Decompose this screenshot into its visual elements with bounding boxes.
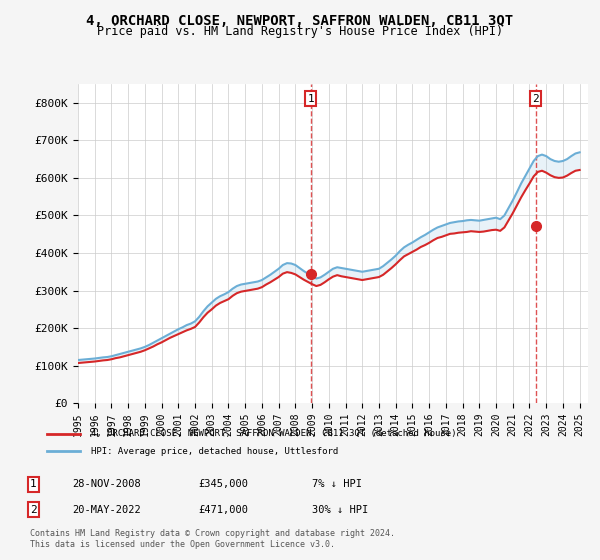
Text: 30% ↓ HPI: 30% ↓ HPI: [312, 505, 368, 515]
Text: Price paid vs. HM Land Registry's House Price Index (HPI): Price paid vs. HM Land Registry's House …: [97, 25, 503, 38]
Text: 28-NOV-2008: 28-NOV-2008: [72, 479, 141, 489]
Text: 1: 1: [307, 94, 314, 104]
Text: 4, ORCHARD CLOSE, NEWPORT, SAFFRON WALDEN, CB11 3QT (detached house): 4, ORCHARD CLOSE, NEWPORT, SAFFRON WALDE…: [91, 430, 456, 438]
Text: 20-MAY-2022: 20-MAY-2022: [72, 505, 141, 515]
Text: HPI: Average price, detached house, Uttlesford: HPI: Average price, detached house, Uttl…: [91, 446, 338, 455]
Text: 7% ↓ HPI: 7% ↓ HPI: [312, 479, 362, 489]
Text: 4, ORCHARD CLOSE, NEWPORT, SAFFRON WALDEN, CB11 3QT: 4, ORCHARD CLOSE, NEWPORT, SAFFRON WALDE…: [86, 14, 514, 28]
Text: Contains HM Land Registry data © Crown copyright and database right 2024.
This d: Contains HM Land Registry data © Crown c…: [30, 529, 395, 549]
Text: 2: 2: [30, 505, 37, 515]
Text: 1: 1: [30, 479, 37, 489]
Text: £471,000: £471,000: [198, 505, 248, 515]
Text: 2: 2: [532, 94, 539, 104]
Text: £345,000: £345,000: [198, 479, 248, 489]
